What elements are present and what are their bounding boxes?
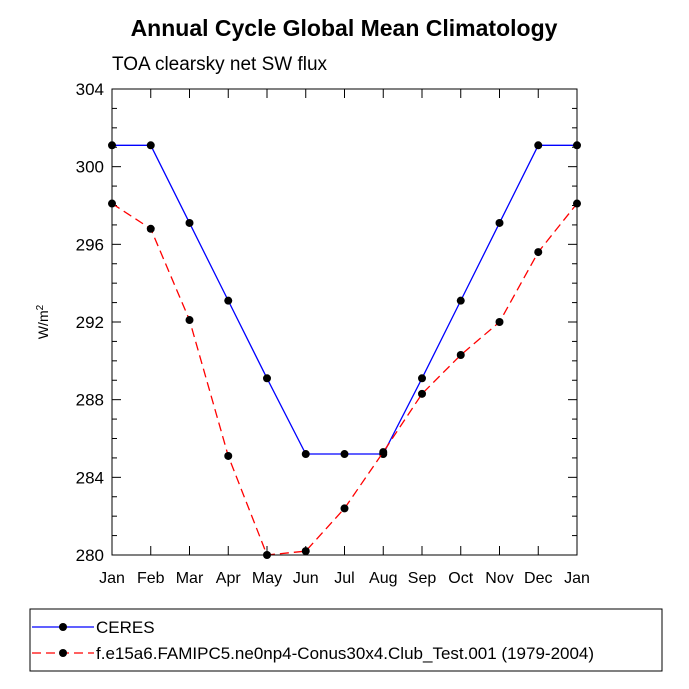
- data-point: [418, 389, 426, 398]
- data-point: [534, 141, 543, 150]
- x-tick-label: Jan: [99, 570, 125, 587]
- x-tick-label: Mar: [176, 570, 204, 587]
- data-point: [185, 218, 194, 227]
- y-tick-label: 284: [76, 468, 104, 487]
- legend-box: [29, 608, 663, 672]
- data-point: [379, 448, 388, 457]
- x-tick-label: Jun: [293, 570, 319, 587]
- y-axis-label: W/m2: [35, 304, 51, 339]
- y-axis-label-superscript: 2: [35, 304, 46, 310]
- x-tick-label: Oct: [448, 570, 473, 587]
- data-point: [495, 218, 504, 227]
- series-1: [108, 141, 581, 459]
- data-point: [495, 318, 504, 326]
- legend-label-1: CERES: [96, 618, 155, 637]
- legend-label-2: f.e15a6.FAMIPC5.ne0np4-Conus30x4.Club_Te…: [96, 644, 594, 663]
- x-tick-label: Feb: [137, 570, 165, 587]
- data-point: [146, 141, 155, 150]
- data-point: [301, 547, 310, 556]
- data-point: [418, 374, 426, 383]
- series-line: [112, 144, 577, 455]
- x-tick-label: Jan: [564, 570, 590, 587]
- x-tick-label: Apr: [216, 570, 242, 587]
- data-point: [301, 450, 310, 459]
- y-tick-label: 304: [76, 80, 104, 99]
- plot-frame: [111, 88, 578, 556]
- y-tick-label: 280: [76, 546, 104, 565]
- y-tick-label: 300: [76, 158, 104, 177]
- x-tick-label: Sep: [408, 570, 437, 587]
- x-tick-label: May: [252, 570, 282, 587]
- data-point: [456, 296, 465, 305]
- chart-subtitle: TOA clearsky net SW flux: [112, 54, 328, 75]
- y-tick-label: 296: [76, 235, 104, 254]
- chart-title: Annual Cycle Global Mean Climatology: [131, 15, 558, 41]
- x-tick-label: Aug: [369, 570, 397, 587]
- y-tick-label: 292: [76, 313, 104, 332]
- data-point: [340, 504, 349, 513]
- data-point: [340, 450, 349, 459]
- data-point: [456, 351, 465, 360]
- y-tick-label: 288: [76, 391, 104, 410]
- data-point: [224, 451, 233, 460]
- data-point: [263, 374, 271, 383]
- x-tick-label: Dec: [524, 570, 552, 587]
- data-point: [224, 296, 233, 305]
- svg-text:W/m2: W/m2: [35, 304, 51, 339]
- data-point: [185, 316, 194, 325]
- data-point: [146, 224, 155, 233]
- legend-marker-1: [59, 623, 67, 631]
- series-line: [111, 203, 578, 556]
- y-axis-label-base: W/m: [35, 310, 51, 339]
- x-tick-label: Jul: [334, 570, 354, 587]
- x-tick-label: Nov: [485, 570, 513, 587]
- legend-marker-2: [59, 649, 67, 657]
- data-point: [534, 248, 543, 257]
- series-2: [108, 199, 581, 559]
